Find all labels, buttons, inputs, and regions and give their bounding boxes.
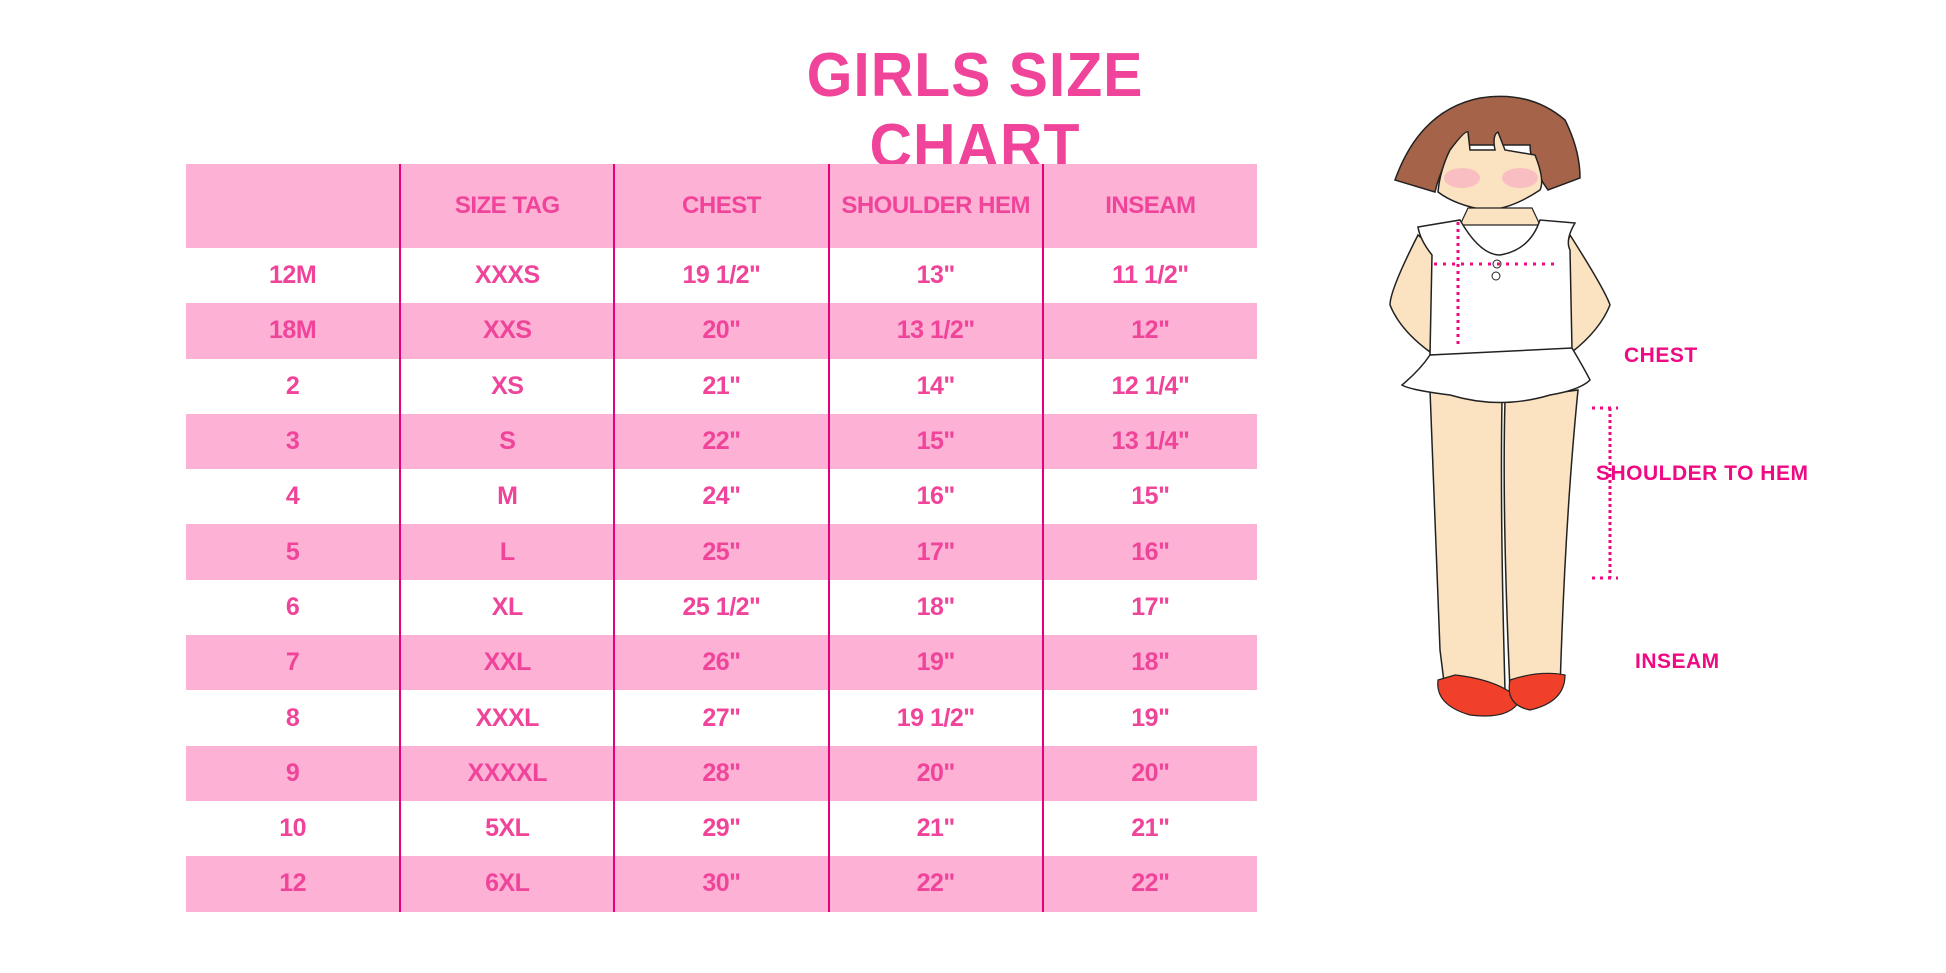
table-row: 10 5XL 29" 21" 21": [186, 800, 1257, 857]
table-cell: 21": [613, 358, 829, 414]
table-cell: 19": [1041, 690, 1257, 746]
table-cell: 24": [613, 469, 829, 525]
table-cell: 12": [1041, 303, 1257, 359]
table-cell: 22": [827, 856, 1043, 912]
table-cell: 6XL: [399, 856, 615, 912]
table-cell: 22": [613, 413, 829, 470]
table-cell: 5: [285, 537, 300, 566]
table-row: 7 XXL 26" 19" 18": [186, 635, 1257, 691]
table-cell: 19 1/2": [613, 248, 829, 304]
table-cell: 18": [1041, 635, 1257, 691]
table-cell: 3: [285, 427, 300, 456]
table-row: 12 6XL 30" 22" 22": [186, 856, 1257, 912]
table-cell: 21": [827, 800, 1043, 857]
table-row: 8 XXXL 27" 19 1/2" 19": [186, 690, 1257, 746]
table-cell: XXL: [399, 635, 615, 691]
table-cell: 27": [613, 690, 829, 746]
chest-label: CHEST: [1624, 344, 1698, 367]
table-cell: XS: [399, 358, 615, 414]
girl-illustration: [1380, 90, 1860, 895]
shoulder-to-hem-label: SHOULDER TO HEM: [1596, 462, 1809, 485]
table-row: 5 L 25" 17" 16": [186, 524, 1257, 580]
table-row: 9 XXXXL 28" 20" 20": [186, 745, 1257, 801]
table-cell: 10: [279, 814, 306, 843]
table-cell: 25": [613, 524, 829, 580]
table-cell: 6: [285, 592, 300, 621]
column-header: SIZE TAG: [399, 164, 615, 248]
table-cell: 13": [827, 248, 1043, 304]
table-cell: 26": [613, 635, 829, 691]
table-cell: 18M: [269, 316, 317, 345]
table-cell: 28": [613, 745, 829, 801]
table-cell: 12M: [269, 261, 317, 290]
table-cell: M: [399, 469, 615, 525]
header-row: SIZE TAG CHEST SHOULDER HEM INSEAM: [186, 164, 1257, 248]
column-header: [186, 164, 400, 248]
table-cell: 5XL: [399, 800, 615, 857]
table-cell: 20": [827, 745, 1043, 801]
table-cell: 17": [1041, 579, 1257, 636]
table-cell: 13 1/2": [827, 303, 1043, 359]
table-cell: 30": [613, 856, 829, 912]
table-cell: 18": [827, 579, 1043, 636]
table-cell: 7: [285, 648, 300, 677]
table-row: 4 M 24" 16" 15": [186, 469, 1257, 525]
column-header: SHOULDER HEM: [827, 164, 1043, 248]
table-cell: 29": [613, 800, 829, 857]
table-cell: XXXS: [399, 248, 615, 304]
table-cell: 4: [285, 482, 300, 511]
table-cell: 12: [279, 869, 306, 898]
table-cell: 20": [613, 303, 829, 359]
table-cell: 8: [285, 703, 300, 732]
table-cell: 25 1/2": [613, 579, 829, 636]
table-cell: 16": [827, 469, 1043, 525]
table-row: 2 XS 21" 14" 12 1/4": [186, 358, 1257, 414]
table-cell: 9: [285, 758, 300, 787]
column-header: CHEST: [613, 164, 829, 248]
table-cell: 14": [827, 358, 1043, 414]
table-cell: 13 1/4": [1041, 413, 1257, 470]
table-cell: XXXL: [399, 690, 615, 746]
table-row: 6 XL 25 1/2" 18" 17": [186, 579, 1257, 636]
table-cell: 16": [1041, 524, 1257, 580]
page-title: GIRLS SIZE CHART: [806, 41, 1144, 181]
table-cell: 15": [1041, 469, 1257, 525]
table-cell: 15": [827, 413, 1043, 470]
inseam-label: INSEAM: [1635, 650, 1720, 673]
table-row: 18M XXS 20" 13 1/2" 12": [186, 303, 1257, 359]
table-cell: XXS: [399, 303, 615, 359]
table-cell: 19 1/2": [827, 690, 1043, 746]
table-cell: 19": [827, 635, 1043, 691]
size-table: SIZE TAG CHEST SHOULDER HEM INSEAM 12M XXXS 1…: [186, 164, 1257, 912]
table-cell: XXXXL: [399, 745, 615, 801]
table-cell: S: [399, 413, 615, 470]
table-cell: 12 1/4": [1041, 358, 1257, 414]
table-cell: L: [399, 524, 615, 580]
column-header: INSEAM: [1041, 164, 1257, 248]
table-cell: 21": [1041, 800, 1257, 857]
table-row: 3 S 22" 15" 13 1/4": [186, 413, 1257, 470]
table-cell: 11 1/2": [1041, 248, 1257, 304]
table-cell: 2: [285, 371, 300, 400]
table-row: 12M XXXS 19 1/2" 13" 11 1/2": [186, 248, 1257, 304]
table-cell: 17": [827, 524, 1043, 580]
table-cell: 20": [1041, 745, 1257, 801]
table-cell: 22": [1041, 856, 1257, 912]
table-cell: XL: [399, 579, 615, 636]
